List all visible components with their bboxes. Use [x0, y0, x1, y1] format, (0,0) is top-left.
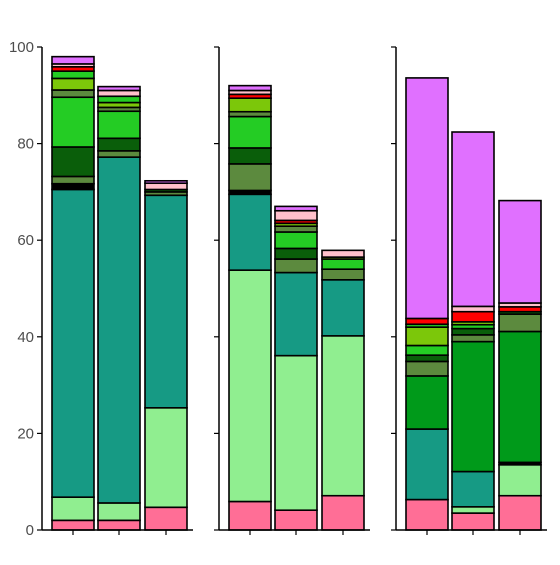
panel-1-bar-3-segment-6	[144, 182, 188, 191]
panel-1-bar-1-segment-2	[51, 496, 95, 522]
panel-2-bar-3-segment-1	[321, 494, 365, 531]
panel-2-bar-3-segment-5	[321, 258, 365, 270]
y-tick-label-0: 0	[26, 522, 34, 539]
panel-2-bar-2-segment-11	[274, 205, 318, 212]
panel-2-bar-2-segment-5	[274, 247, 318, 260]
y-tick-label-100: 100	[9, 39, 34, 56]
panel-2-bar-1-segment-3	[228, 193, 272, 271]
panel-3-bar-1-segment-7	[405, 326, 449, 347]
panel-1-bar-1-segment-4	[51, 182, 95, 191]
panel-2-bar-3-segment-7	[321, 249, 365, 258]
panel-2-bar-1-segment-9	[228, 97, 272, 113]
panel-3-bar-3-segment-1	[498, 494, 542, 531]
panel-3-bar-2-segment-11	[451, 131, 495, 308]
panel-1-bar-1-segment-10	[51, 70, 95, 80]
panel-2-bar-1-segment-5	[228, 163, 272, 192]
panel-1-bar-2-segment-2	[97, 502, 141, 522]
y-tick-label-40: 40	[17, 329, 34, 346]
panel-3-bar-2-segment-6	[451, 327, 495, 336]
panel-1-bar-3-segment-7	[144, 179, 188, 185]
panel-1-bar-1-segment-5	[51, 175, 95, 185]
y-tick-label-20: 20	[17, 425, 34, 442]
panel-3-bar-1-segment-4	[405, 360, 449, 377]
panel-3-bar-1-segment-5	[405, 354, 449, 363]
panel-3-bar-3-segment-9	[498, 199, 542, 304]
panel-3-bar-2-segment-5	[451, 334, 495, 343]
panel-3-bar-2-segment-9	[451, 310, 495, 323]
panel-3-bar-1-segment-9	[405, 317, 449, 326]
panel-1-bar-3-segment-2	[144, 407, 188, 509]
panel-3-bar-2-segment-1	[451, 512, 495, 531]
panel-3-bar-2-segment-4	[451, 340, 495, 473]
panel-3-bar-1-segment-10	[405, 77, 449, 320]
panel-1-bar-1-segment-9	[51, 77, 95, 91]
panel-1-bar-3-segment-3	[144, 194, 188, 409]
panel-3-bar-3-segment-2	[498, 463, 542, 497]
panel-2-bar-2-segment-4	[274, 258, 318, 274]
panel-1-bar-2-segment-9	[97, 95, 141, 104]
panel-3-bar-3-segment-4	[498, 330, 542, 464]
panel-2-bar-1-segment-2	[228, 269, 272, 503]
panel-1-bar-2-segment-6	[97, 110, 141, 140]
panel-1-bar-3-segment-1	[144, 506, 188, 531]
panel-2-bar-1-segment-1	[228, 500, 272, 531]
panel-1-bar-1-segment-1	[51, 519, 95, 531]
panel-2-bar-2-segment-1	[274, 509, 318, 531]
panel-2-bar-2-segment-3	[274, 271, 318, 357]
panel-2-bar-2-segment-6	[274, 231, 318, 250]
panel-2-bar-2-segment-10	[274, 209, 318, 222]
panel-1-bar-2-segment-5	[97, 137, 141, 152]
panel-1-bar-1-segment-6	[51, 146, 95, 178]
panel-2-bar-3-segment-3	[321, 279, 365, 337]
panel-1-bar-2-segment-3	[97, 156, 141, 504]
panel-1-bar-2-segment-1	[97, 519, 141, 531]
panel-2-bar-2-segment-2	[274, 354, 318, 511]
panel-1-bar-2-segment-10	[97, 89, 141, 98]
panel-2-bar-3-segment-2	[321, 335, 365, 497]
panel-2-bar-1-segment-6	[228, 147, 272, 165]
panel-1-bar-1-segment-3	[51, 188, 95, 498]
panel-2-bar-3-segment-4	[321, 268, 365, 281]
panel-1-bar-2-segment-4	[97, 150, 141, 158]
panel-3-bar-2-segment-3	[451, 470, 495, 508]
panel-3-bar-1-segment-3	[405, 375, 449, 430]
panel-3-bar-3-segment-5	[498, 313, 542, 333]
panel-1-bar-1-segment-7	[51, 96, 95, 148]
panel-2-bar-1-segment-7	[228, 115, 272, 149]
panel-1-bar-1-segment-8	[51, 89, 95, 99]
panel-3-bar-2-segment-2	[451, 506, 495, 514]
panel-1-bar-2-segment-11	[97, 85, 141, 92]
panel-3-bar-1-segment-1	[405, 498, 449, 531]
panel-3-bar-1-segment-2	[405, 428, 449, 501]
y-tick-label-60: 60	[17, 232, 34, 249]
y-tick-label-80: 80	[17, 136, 34, 153]
panel-1-bar-1-segment-13	[51, 55, 95, 65]
panel-3-bar-1-segment-6	[405, 344, 449, 356]
panel-2-bar-1-segment-12	[228, 84, 272, 92]
panel-2-bar-2-segment-7	[274, 225, 318, 233]
